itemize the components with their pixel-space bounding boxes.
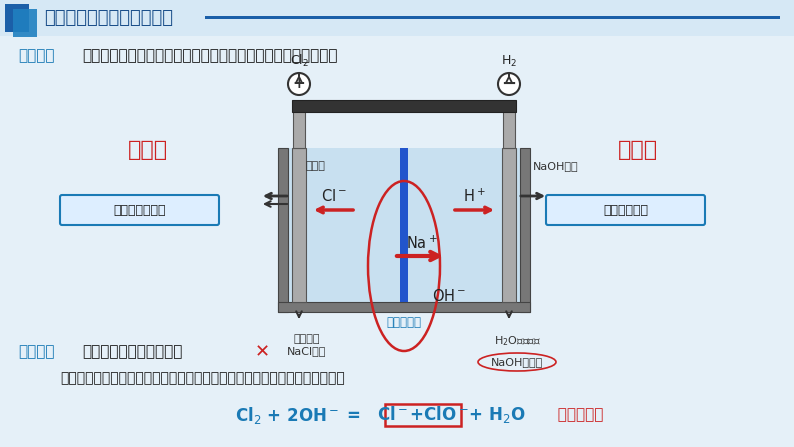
Text: −: − bbox=[502, 75, 517, 93]
Bar bbox=[0, 0, 794, 36]
Text: 阳极：金属钛网: 阳极：金属钛网 bbox=[114, 203, 166, 216]
Text: 【思考】: 【思考】 bbox=[18, 49, 55, 63]
Bar bbox=[502, 148, 516, 302]
Bar bbox=[205, 16, 780, 19]
Text: +: + bbox=[293, 76, 306, 92]
Circle shape bbox=[288, 73, 310, 95]
Text: + H$_2$O: + H$_2$O bbox=[463, 405, 526, 425]
Text: H$_2$: H$_2$ bbox=[501, 54, 517, 68]
Text: Na$^+$: Na$^+$ bbox=[407, 234, 437, 252]
Text: OH$^-$: OH$^-$ bbox=[432, 288, 466, 304]
Text: NaOH溶液）: NaOH溶液） bbox=[491, 357, 543, 367]
Text: 【环节一】电解原理看应用: 【环节一】电解原理看应用 bbox=[44, 9, 173, 27]
Text: ✕: ✕ bbox=[255, 343, 270, 361]
Text: Cl$_2$: Cl$_2$ bbox=[290, 53, 308, 69]
Text: NaCl溶液: NaCl溶液 bbox=[287, 346, 326, 356]
Text: NaOH溶液: NaOH溶液 bbox=[533, 161, 579, 171]
Bar bbox=[13, 9, 37, 37]
Text: H$^+$: H$^+$ bbox=[463, 187, 485, 205]
Bar bbox=[278, 148, 288, 312]
Bar bbox=[520, 148, 530, 312]
Bar bbox=[503, 110, 515, 148]
Bar bbox=[293, 110, 305, 148]
Bar bbox=[5, 4, 29, 32]
Text: 精制饱和: 精制饱和 bbox=[294, 334, 320, 344]
Bar bbox=[292, 148, 306, 302]
Bar bbox=[292, 100, 516, 112]
FancyBboxPatch shape bbox=[546, 195, 705, 225]
Text: 离子交换膜: 离子交换膜 bbox=[387, 316, 422, 329]
Text: 制取漂白液: 制取漂白液 bbox=[542, 408, 603, 422]
Bar bbox=[278, 302, 530, 312]
Text: 此装置是否能实现工业上大批量、安全稳定生产氯气和烧碱呢？: 此装置是否能实现工业上大批量、安全稳定生产氯气和烧碱呢？ bbox=[82, 49, 337, 63]
Text: 若不用离子交换膜，电解一段时间后，将电解液充分混合，能获得何种物质？: 若不用离子交换膜，电解一段时间后，将电解液充分混合，能获得何种物质？ bbox=[60, 371, 345, 385]
Bar bbox=[288, 148, 402, 302]
Bar bbox=[406, 148, 520, 302]
Bar bbox=[385, 404, 461, 426]
Text: Cl$^-$: Cl$^-$ bbox=[321, 188, 347, 204]
Bar bbox=[400, 148, 408, 302]
Text: 淡盐水: 淡盐水 bbox=[306, 161, 326, 171]
Text: H$_2$O（含少量: H$_2$O（含少量 bbox=[494, 334, 541, 348]
Text: 阴极室: 阴极室 bbox=[618, 140, 658, 160]
Text: 阴极：碳钢网: 阴极：碳钢网 bbox=[603, 203, 649, 216]
Text: 阳极室: 阳极室 bbox=[128, 140, 168, 160]
Text: 能否换成阴离子交换膜？: 能否换成阴离子交换膜？ bbox=[82, 345, 183, 359]
Text: 【思考】: 【思考】 bbox=[18, 345, 55, 359]
Text: Cl$_2$ + 2OH$^-$ =: Cl$_2$ + 2OH$^-$ = bbox=[235, 405, 363, 426]
Text: Cl$^-$+ClO$^-$: Cl$^-$+ClO$^-$ bbox=[377, 406, 469, 424]
Circle shape bbox=[498, 73, 520, 95]
FancyBboxPatch shape bbox=[60, 195, 219, 225]
